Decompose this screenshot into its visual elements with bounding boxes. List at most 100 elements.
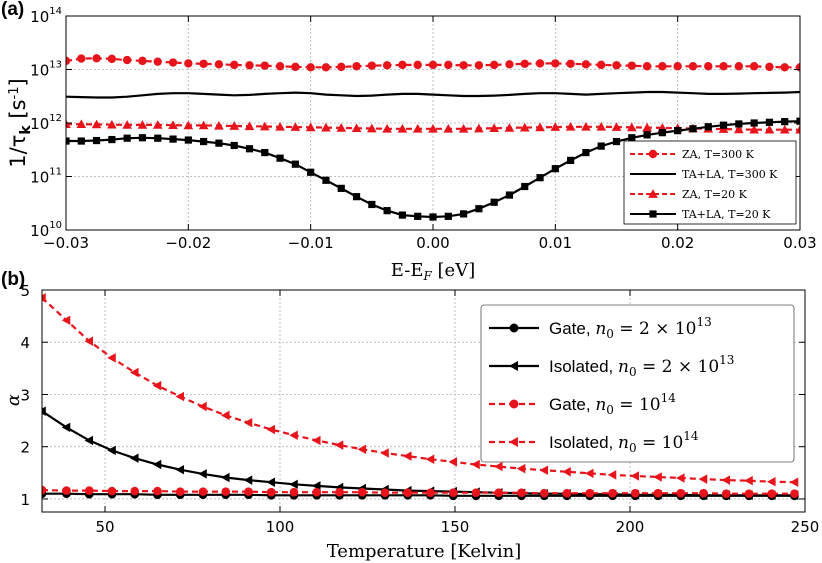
panel-b-data-point (152, 380, 162, 391)
panel-b-xtick-label: 150 (441, 518, 470, 536)
panel-b-data-point (312, 487, 322, 497)
panel-b-data-point (607, 470, 617, 480)
panel-a-data-point (475, 205, 483, 213)
panel-b-data-point (585, 468, 594, 479)
panel-a-data-point (489, 60, 499, 70)
panel-b-data-point (335, 487, 344, 497)
panel-a-data-point (535, 122, 545, 132)
panel-a-data-point (383, 207, 391, 215)
panel-a-data-point (612, 61, 621, 70)
panel-b-frame (41, 289, 806, 513)
panel-b-data-point (175, 391, 185, 402)
panel-a-data-point (123, 134, 131, 142)
panel-b-data-point (175, 464, 185, 475)
panel-a-data-point (566, 59, 575, 68)
panel-b-data-point (84, 336, 94, 346)
panel-a-data-point (489, 123, 499, 133)
panel-a-data-point (627, 61, 636, 70)
panel-a-data-point (290, 122, 301, 131)
panel-b-data-point (266, 487, 276, 497)
panel-a-data-point (337, 184, 345, 192)
panel-b-legend-entry: Gate, n0 = 2 × 1013 (489, 315, 712, 341)
panel-a-data-point (658, 62, 667, 71)
panel-a-data-point (367, 61, 377, 70)
panel-a-data-point (535, 59, 545, 68)
panel-a-xtick-label: 0.00 (416, 234, 449, 252)
panel-b-data-point (471, 459, 480, 470)
panel-b-data-point (380, 448, 389, 458)
panel-a-data-point (734, 62, 744, 71)
panel-b-data-point (789, 477, 799, 487)
panel-a-data-point (582, 148, 590, 157)
panel-b-data-point (84, 435, 94, 446)
panel-a-data-point (398, 211, 407, 219)
panel-a-data-point (612, 137, 621, 146)
panel-a-xlabel: E-EF [eV] (391, 260, 475, 283)
panel-b-data-point (516, 463, 526, 474)
panel-a-data-point (259, 121, 270, 131)
panel-b-data-point (494, 461, 503, 472)
panel-b-data-point (357, 444, 367, 455)
panel-a-data-point (611, 122, 622, 131)
panel-b-data-point (767, 476, 776, 487)
panel-a-data-point (382, 61, 392, 70)
panel-b-legend-entry: Isolated, n0 = 1014 (489, 429, 699, 455)
panel-a-data-point (581, 121, 591, 131)
panel-a-data-point (77, 137, 85, 145)
panel-a-data-point (642, 62, 652, 71)
panel-b-data-point (562, 467, 571, 477)
panel-a-data-point (749, 124, 759, 134)
panel-b-data-point (471, 488, 481, 497)
panel-a-data-point (200, 137, 208, 146)
panel-b-ytick-label: 5 (20, 282, 30, 300)
panel-b-data-point (266, 424, 276, 435)
panel-a-data-point (92, 54, 101, 63)
panel-a-data-point (230, 60, 239, 70)
panel-b-data-point (84, 486, 94, 495)
panel-b-data-point (289, 430, 298, 440)
panel-a-xtick-label: −0.03 (43, 234, 89, 252)
panel-a-data-point (352, 62, 361, 71)
panel-a-ytick-label: 1011 (30, 167, 62, 187)
panel-a-label: (a) (1, 0, 24, 20)
panel-a-data-point (551, 165, 559, 173)
panel-b-data-point (221, 472, 230, 483)
panel-a-data-point (521, 182, 529, 191)
panel-b-data-point (266, 477, 276, 487)
panel-a-data-point (397, 123, 408, 133)
panel-b-data-point (107, 445, 116, 456)
panel-b-data-point (130, 453, 139, 463)
panel-b-data-point (42, 485, 47, 495)
panel-a-data-point (368, 200, 376, 209)
panel-b-data-point (130, 486, 140, 496)
panel-b-data-point (403, 488, 413, 497)
panel-a-data-point (322, 176, 330, 184)
panel-a-xtick-label: 0.02 (661, 234, 694, 252)
panel-a-data-point (551, 59, 560, 68)
panel-a-data-point (168, 120, 178, 130)
panel-a-data-point (137, 120, 148, 129)
panel-a-data-point (719, 62, 728, 71)
panel-b-legend-marker (509, 323, 519, 333)
panel-b-data-point (243, 475, 253, 485)
panel-a-legend-marker (649, 210, 657, 218)
panel-a-data-point (673, 62, 682, 71)
panel-a-legend-marker (648, 149, 658, 159)
panel-a-data-point (596, 121, 607, 131)
panel-a-series-3 (66, 117, 800, 221)
panel-b-data-point (539, 465, 549, 475)
panel-a-data-point (183, 120, 194, 130)
panel-b-data-point (42, 406, 46, 416)
panel-a-data-point (443, 123, 454, 133)
panel-b-legend-marker (509, 399, 519, 409)
panel-a-data-point (490, 198, 498, 206)
panel-a-data-point (428, 60, 438, 70)
panel-b-data-point (61, 422, 71, 433)
panel-a-data-point (261, 148, 269, 157)
panel-a-data-point (781, 118, 789, 126)
panel-a-legend: ZA, T=300 K TA+LA, T=300 K ZA, T=20 K TA+LA… (623, 140, 797, 225)
panel-a-data-point (291, 160, 299, 168)
panel-a-data-point (505, 60, 514, 69)
panel-b-data-point (289, 487, 299, 497)
panel-a-data-point (765, 62, 774, 72)
